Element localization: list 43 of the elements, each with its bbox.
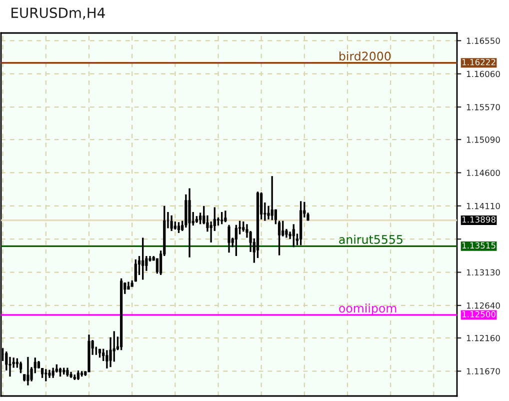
candlestick <box>19 360 22 374</box>
y-tick-label: 1.16550 <box>466 38 500 44</box>
candlestick <box>170 214 173 232</box>
candlestick <box>120 278 123 351</box>
candlestick <box>234 224 238 257</box>
ref-line-label: bird2000 <box>340 51 391 61</box>
text: 1.13898 <box>462 216 496 223</box>
y-tick-label: 1.14110 <box>466 202 500 210</box>
y-tick-label: 1.15570 <box>466 104 500 110</box>
candlestick <box>76 370 80 381</box>
candlestick <box>156 258 159 274</box>
y-tick-label: 1.16060 <box>466 70 500 78</box>
y-tick-label: 1.12160 <box>466 334 500 342</box>
candlestick <box>270 175 274 221</box>
y-tick-label: 1.12640 <box>466 302 500 309</box>
candlestick <box>282 220 284 238</box>
y-tick-label: 1.15090 <box>466 136 500 143</box>
y-tick-label: 1.14600 <box>466 170 500 176</box>
candlestick <box>198 212 202 226</box>
y-tick-label: 1.13130 <box>466 269 500 276</box>
candlestick <box>52 366 54 379</box>
text: 1.13515 <box>462 242 496 249</box>
candlestick <box>134 258 137 283</box>
ref-line-label: anirut5555 <box>339 234 402 244</box>
candlestick <box>256 190 260 259</box>
candlestick <box>228 224 230 254</box>
text: 1.16222 <box>462 58 496 66</box>
candlestick <box>44 368 48 382</box>
candlestick <box>88 334 90 373</box>
candlestick <box>292 223 295 248</box>
candlestick <box>300 200 302 246</box>
candlestick <box>188 187 191 258</box>
candlestick <box>177 221 180 234</box>
ref-line-label: oomiipom <box>339 304 396 315</box>
candlestick <box>142 236 144 281</box>
candlestick <box>26 356 30 386</box>
y-tick-label: 1.11670 <box>466 368 500 374</box>
candlestick <box>16 357 18 369</box>
text: 1.12500 <box>462 311 496 318</box>
candlestick <box>220 211 224 226</box>
chart-title: EURUSDm,H4 <box>12 8 105 20</box>
candlestick <box>278 220 281 256</box>
candlestick <box>224 210 227 223</box>
